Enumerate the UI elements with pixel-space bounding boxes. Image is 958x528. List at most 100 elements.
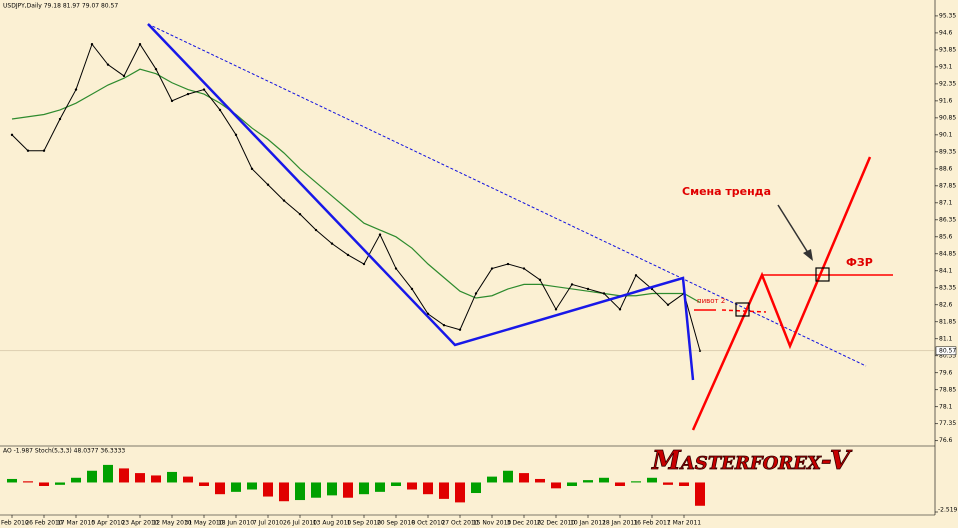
price-point [250, 167, 254, 171]
x-tick-label: 1 Sep 2010 [347, 520, 381, 527]
ao-bar [535, 478, 545, 483]
ao-bar [343, 482, 353, 498]
price-point [458, 328, 462, 331]
y-tick-label: 77.35 [939, 420, 956, 427]
watermark: Masterforex-V [651, 446, 853, 476]
price-point [346, 253, 350, 257]
x-tick-label: 7 Jul 2010 [253, 520, 283, 527]
y-tick-label: 84.1 [939, 267, 953, 274]
y-tick-label: 90.85 [939, 114, 956, 121]
ao-bar [359, 482, 369, 495]
annotation: Смена тренда [682, 185, 771, 198]
y-tick-label: 82.6 [939, 301, 953, 308]
price-point [42, 149, 46, 152]
ao-bar [663, 482, 673, 485]
trend-line [147, 23, 695, 381]
price-point [186, 92, 190, 96]
price-point [490, 267, 494, 270]
ao-bar [375, 482, 385, 492]
ao-bar [151, 475, 161, 483]
y-tick-label: 87.1 [939, 199, 953, 206]
ao-bar [391, 482, 401, 486]
ao-bar [679, 482, 689, 486]
ao-bar [695, 482, 705, 506]
ao-bar [231, 482, 241, 492]
series-line [11, 68, 701, 304]
ao-bar [407, 482, 417, 490]
price-point [26, 149, 30, 152]
x-tick-label: 20 Sep 2010 [377, 520, 415, 527]
y-tick-label: 87.85 [939, 182, 956, 189]
ao-bar [423, 482, 433, 495]
ao-bar [439, 482, 449, 499]
ao-bar [7, 478, 17, 483]
price-point [570, 283, 574, 286]
x-tick-label: 12 May 2010 [152, 520, 191, 527]
ao-bar [615, 482, 625, 486]
price-point [234, 133, 238, 137]
y-tick-label: 93.1 [939, 63, 953, 70]
ao-bar [471, 482, 481, 494]
marker-box [815, 267, 830, 282]
x-tick-label: 17 Mar 2010 [57, 520, 95, 527]
ao-bar [135, 473, 145, 483]
price-box [935, 346, 957, 356]
price-point [394, 267, 398, 270]
ao-bar [295, 482, 305, 501]
x-tick-label: 27 Oct 2010 [441, 520, 478, 527]
y-tick-label: 76.6 [939, 437, 953, 444]
price-point [442, 323, 446, 327]
ao-bar [247, 482, 257, 490]
annotation: пивот 2 [697, 297, 725, 305]
x-tick-label: 10 Jan 2011 [570, 520, 606, 527]
ao-bar [631, 481, 641, 483]
x-tick-label: 8 Feb 2010 [0, 520, 29, 527]
x-tick-label: 18 Jun 2010 [218, 520, 254, 527]
ao-bar [327, 482, 337, 496]
price-point [106, 63, 110, 66]
price-point [202, 88, 206, 91]
price-point [10, 133, 14, 137]
y-tick-label: 81.85 [939, 318, 956, 325]
y-tick-label: 89.35 [939, 148, 956, 155]
ao-bar [23, 481, 33, 483]
price-point [218, 108, 222, 112]
x-tick-label: 7 Mar 2011 [667, 520, 701, 527]
ao-bar [263, 482, 273, 497]
price-point [362, 262, 366, 266]
y-tick-label: 78.1 [939, 403, 953, 410]
y-tick-label: 81.1 [939, 335, 953, 342]
ao-bar [39, 482, 49, 486]
y-tick-label: 79.6 [939, 369, 953, 376]
arrow-head [803, 249, 813, 261]
price-point [522, 267, 526, 270]
ao-bar [487, 476, 497, 483]
price-point [618, 308, 622, 311]
x-tick-label: 26 Jul 2010 [283, 520, 317, 527]
price-point [506, 262, 510, 266]
price-label: 80.57 [939, 347, 956, 354]
projection-line [691, 156, 872, 431]
ao-bar [71, 477, 81, 483]
x-tick-label: 8 Oct 2010 [411, 520, 444, 527]
y-tick-label: 93.85 [939, 46, 956, 53]
price-point [138, 43, 142, 46]
ao-bar [103, 464, 113, 483]
x-tick-label: 15 Nov 2010 [473, 520, 512, 527]
price-point [634, 274, 638, 277]
x-tick-label: 22 Dec 2010 [537, 520, 576, 527]
price-point [378, 233, 382, 236]
x-tick-label: 13 Aug 2010 [313, 520, 352, 527]
y-tick-label: 86.35 [939, 216, 956, 223]
price-point [554, 308, 558, 311]
x-tick-label: 16 Feb 2011 [633, 520, 671, 527]
price-point [586, 287, 590, 291]
ao-bar [567, 482, 577, 486]
ao-bar [183, 476, 193, 483]
price-point [330, 242, 334, 245]
price-point [266, 183, 270, 186]
x-tick-label: 23 Apr 2010 [121, 520, 158, 527]
marker-box [735, 302, 750, 317]
